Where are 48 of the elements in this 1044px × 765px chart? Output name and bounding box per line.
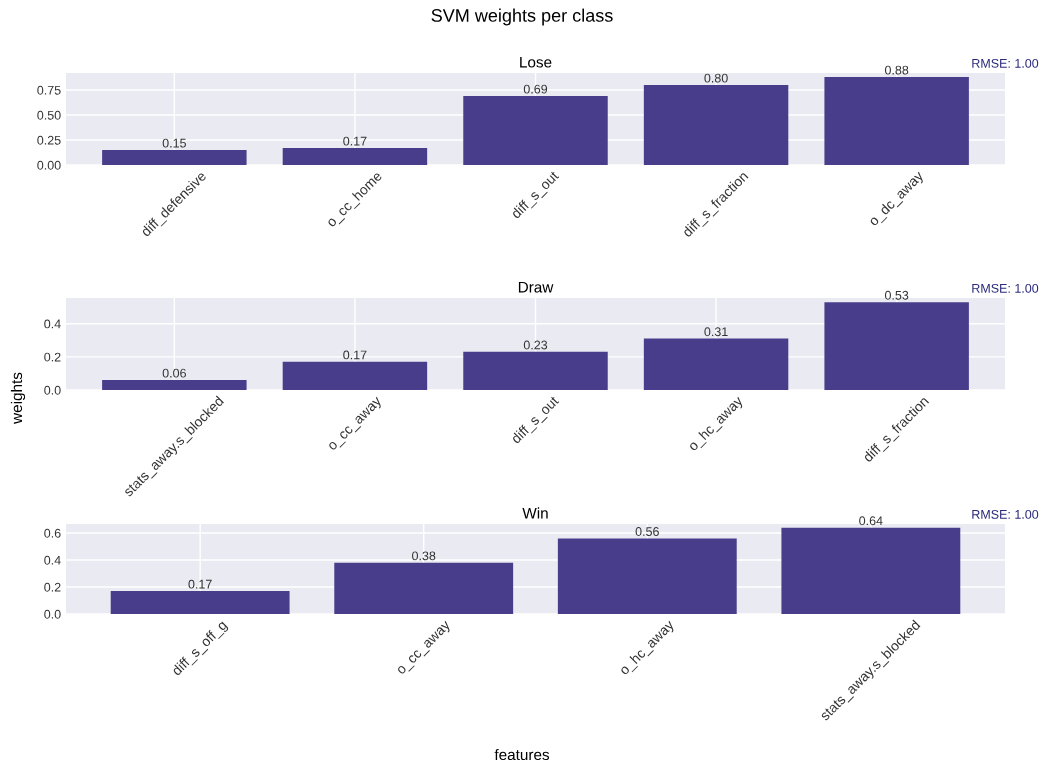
y-tick-label: 0.0	[44, 385, 61, 395]
y-tick-label: 0.6	[44, 528, 61, 538]
y-tick-label: 0.2	[44, 352, 61, 362]
text: RMSE: 1.00	[972, 58, 1039, 68]
bar	[557, 538, 737, 614]
data-label: 0.31	[704, 327, 728, 337]
chart-title: Lose	[520, 56, 552, 68]
data-label: 0.17	[343, 350, 367, 360]
text: RMSE: 1.00	[972, 283, 1039, 293]
y-tick-label: 0.4	[44, 555, 61, 565]
bar	[824, 77, 969, 165]
data-label: 0.15	[162, 138, 186, 148]
bar	[463, 351, 608, 390]
bar	[282, 148, 428, 165]
chart-title: Win	[522, 507, 548, 519]
text: SVM weights per class	[431, 8, 613, 26]
bar	[282, 361, 428, 390]
bar	[110, 591, 290, 614]
chart-title: Draw	[518, 281, 554, 293]
data-label: 0.56	[635, 527, 659, 536]
data-label: 0.53	[884, 290, 909, 300]
data-label: 0.06	[162, 368, 186, 378]
y-tick-label: 0.25	[37, 135, 61, 145]
y-axis-title: weights	[10, 372, 26, 424]
bar	[102, 150, 247, 165]
bar	[643, 85, 789, 165]
data-label: 0.64	[859, 516, 883, 526]
y-tick-label: 0.50	[37, 110, 61, 120]
text: RMSE: 1.00	[972, 509, 1039, 519]
y-tick-label: 0.00	[37, 160, 61, 170]
bar	[781, 527, 961, 614]
y-tick-label: 0.0	[44, 609, 61, 619]
bar	[824, 302, 969, 390]
y-tick-label: 0.75	[37, 85, 61, 95]
y-tick-label: 0.4	[44, 319, 61, 329]
data-label: 0.17	[188, 579, 212, 589]
data-label: 0.88	[884, 65, 909, 75]
bar	[463, 96, 608, 165]
bar	[334, 562, 514, 614]
data-label: 0.80	[704, 73, 728, 83]
data-label: 0.38	[412, 551, 436, 561]
data-label: 0.23	[523, 340, 548, 350]
bar	[102, 380, 247, 390]
bar	[643, 338, 789, 390]
y-tick-label: 0.2	[44, 582, 61, 592]
x-axis-title: features	[494, 748, 550, 761]
data-label: 0.17	[343, 136, 367, 146]
data-label: 0.69	[523, 84, 548, 94]
